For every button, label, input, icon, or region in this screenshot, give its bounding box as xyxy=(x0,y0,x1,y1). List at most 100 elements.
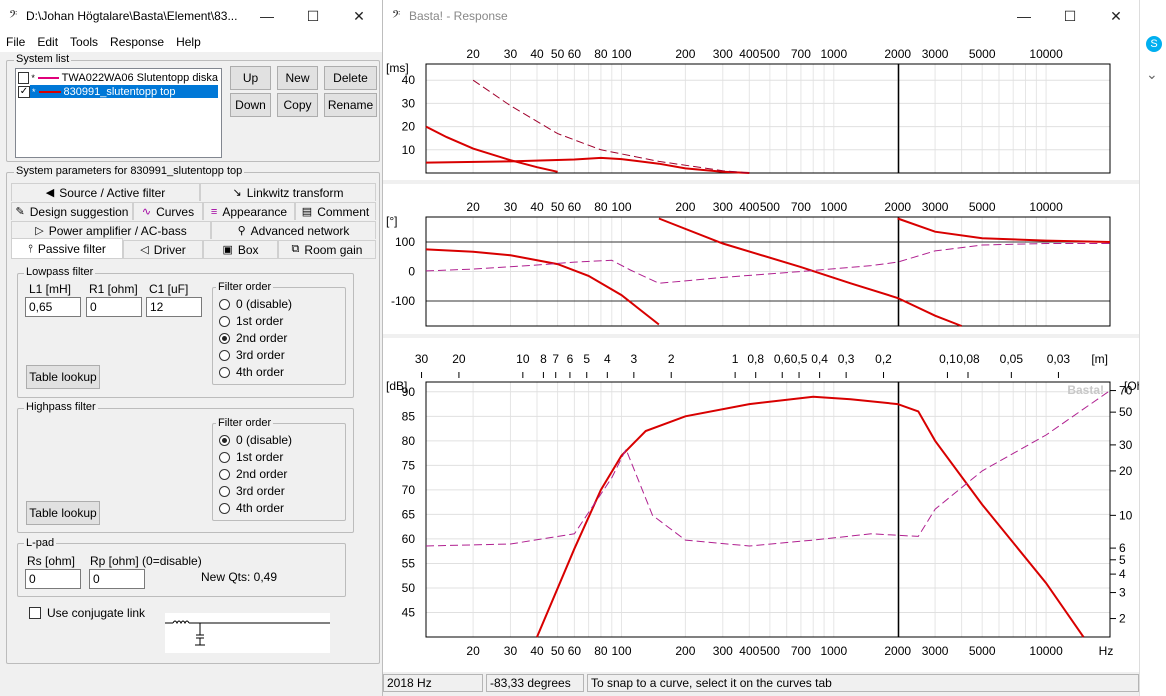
x-tick-label: 1000 xyxy=(820,47,847,61)
lpad-label: L-pad xyxy=(24,537,57,549)
new-qts-text: New Qts: 0,49 xyxy=(201,570,278,584)
menu-help[interactable]: Help xyxy=(176,35,201,49)
distance-tick-label: 0,6 xyxy=(774,352,791,366)
system-checkbox[interactable] xyxy=(18,71,30,84)
highpass-order-4[interactable]: 4th order xyxy=(219,501,284,515)
y-tick-label: 20 xyxy=(402,120,416,134)
y-tick-label: 100 xyxy=(395,235,415,249)
tab-passive-filter[interactable]: ⫯ Passive filter xyxy=(11,238,123,259)
hz-label: Hz xyxy=(1099,644,1114,658)
background-window-edge: S ⌄ xyxy=(1139,0,1166,696)
y2-tick-label: 4 xyxy=(1119,567,1126,581)
response-window-title: Basta! - Response xyxy=(409,9,508,23)
x-tick-label: 200 xyxy=(675,47,695,61)
l1-label: L1 [mH] xyxy=(29,282,72,296)
x-tick-label: 80 xyxy=(594,47,608,61)
tab-room-gain[interactable]: ⧉ Room gain xyxy=(278,240,376,258)
lowpass-order-2[interactable]: 2nd order xyxy=(219,331,287,345)
highpass-order-3[interactable]: 3rd order xyxy=(219,484,285,498)
c1-input[interactable]: 12 xyxy=(146,297,202,317)
new-button[interactable]: New xyxy=(277,66,318,90)
list-item[interactable]: ✓ * 830991_slutentopp top xyxy=(18,85,218,98)
system-checkbox-checked[interactable]: ✓ xyxy=(18,85,30,98)
menu-tools[interactable]: Tools xyxy=(70,35,99,49)
menu-edit[interactable]: Edit xyxy=(37,35,59,49)
up-button[interactable]: Up xyxy=(230,66,271,90)
x-tick-label: 80 xyxy=(594,644,608,658)
x-tick-label: 500 xyxy=(760,644,780,658)
filter-icon: ⫯ xyxy=(28,242,33,255)
maximize-button[interactable]: ☐ xyxy=(306,7,320,24)
r1-input[interactable]: 0 xyxy=(86,297,142,317)
chevron-down-icon: ⌄ xyxy=(1146,66,1158,82)
curve-color-swatch xyxy=(38,90,61,93)
conjugate-link-checkbox[interactable]: Use conjugate link xyxy=(29,606,145,620)
tab-box[interactable]: ▣ Box xyxy=(203,240,278,258)
lowpass-order-3[interactable]: 3rd order xyxy=(219,348,285,362)
basta-logo-icon: 𝄢 xyxy=(391,8,401,24)
plot-frame xyxy=(425,216,1111,327)
copy-button[interactable]: Copy xyxy=(277,93,318,117)
minimize-button[interactable]: — xyxy=(260,8,274,24)
status-frequency: 2018 Hz xyxy=(383,674,483,692)
distance-tick-label: 0,08 xyxy=(956,352,980,366)
y-tick-label: 50 xyxy=(402,581,416,595)
system-list[interactable]: * TWA022WA06 Slutentopp diska ✓ * 830991… xyxy=(15,68,222,158)
system-list-label: System list xyxy=(14,53,72,65)
x-tick-label: 10000 xyxy=(1029,200,1063,214)
lowpass-table-lookup-button[interactable]: Table lookup xyxy=(26,365,100,389)
down-button[interactable]: Down xyxy=(230,93,271,117)
distance-tick-label: 1 xyxy=(732,352,739,366)
tab-design-suggestion[interactable]: ✎ Design suggestion xyxy=(11,202,133,220)
tab-linkwitz-transform[interactable]: ↘ Linkwitz transform xyxy=(200,183,376,201)
response-title-bar: 𝄢 Basta! - Response — ☐ ✕ xyxy=(383,0,1139,32)
tab-source-active-filter[interactable]: ◀ Source / Active filter xyxy=(11,183,200,201)
highpass-table-lookup-button[interactable]: Table lookup xyxy=(26,501,100,525)
tab-comment[interactable]: ▤ Comment xyxy=(295,202,376,220)
room-icon: ⧉ xyxy=(291,243,300,255)
y-tick-label: 80 xyxy=(402,434,416,448)
distance-tick-label: 30 xyxy=(415,352,429,366)
x-tick-label: 300 xyxy=(713,200,733,214)
left-window-title: D:\Johan Högtalare\Basta\Element\83... xyxy=(26,9,238,23)
menu-response[interactable]: Response xyxy=(110,35,165,49)
tab-appearance[interactable]: ≡ Appearance xyxy=(203,202,295,220)
tab-advanced-network[interactable]: ⚲ Advanced network xyxy=(211,221,376,239)
menu-file[interactable]: File xyxy=(6,35,26,49)
maximize-button[interactable]: ☐ xyxy=(1063,7,1077,24)
rs-input[interactable]: 0 xyxy=(25,569,81,589)
chart-separator xyxy=(383,180,1139,184)
plot-frame xyxy=(425,381,1111,638)
close-button[interactable]: ✕ xyxy=(353,7,365,24)
distance-tick-label: 4 xyxy=(604,352,611,366)
x-tick-label: 5000 xyxy=(969,200,996,214)
lowpass-order-0[interactable]: 0 (disable) xyxy=(219,297,292,311)
y-axis-label: [°] xyxy=(386,214,397,228)
close-button[interactable]: ✕ xyxy=(1110,7,1122,24)
series-line xyxy=(425,125,558,173)
tab-driver[interactable]: ◁ Driver xyxy=(123,240,203,258)
minimize-button[interactable]: — xyxy=(1017,8,1031,24)
group-delay-chart[interactable]: 10 20 30 40 20 30 40 50 60 80 100 200 300 400 500 700 10… xyxy=(383,32,1139,184)
x-tick-label: 2000 xyxy=(884,47,911,61)
x-tick-label: 80 xyxy=(594,200,608,214)
list-item[interactable]: * TWA022WA06 Slutentopp diska xyxy=(18,71,218,84)
lowpass-order-4[interactable]: 4th order xyxy=(219,365,284,379)
l1-input[interactable]: 0,65 xyxy=(25,297,81,317)
delete-button[interactable]: Delete xyxy=(324,66,377,90)
x-tick-label: 3000 xyxy=(922,200,949,214)
x-tick-label: 200 xyxy=(675,200,695,214)
status-degrees: -83,33 degrees xyxy=(486,674,584,692)
highpass-order-0[interactable]: 0 (disable) xyxy=(219,433,292,447)
rename-button[interactable]: Rename xyxy=(324,93,377,117)
highpass-order-2[interactable]: 2nd order xyxy=(219,467,287,481)
x-tick-label: 20 xyxy=(466,644,480,658)
lowpass-order-1[interactable]: 1st order xyxy=(219,314,283,328)
highpass-order-1[interactable]: 1st order xyxy=(219,450,283,464)
tab-curves[interactable]: ∿ Curves xyxy=(133,202,203,220)
tab-power-amplifier[interactable]: ▷ Power amplifier / AC-bass xyxy=(11,221,211,239)
rp-input[interactable]: 0 xyxy=(89,569,145,589)
